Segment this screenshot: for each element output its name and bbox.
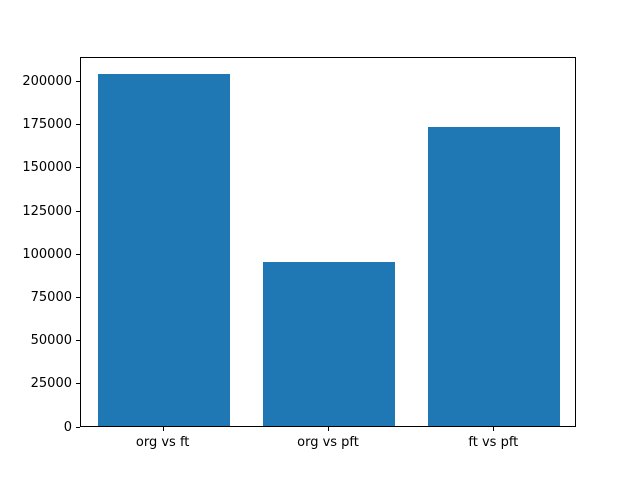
y-tick-label: 175000 — [22, 117, 72, 133]
x-tick-mark — [493, 427, 495, 431]
y-tick-mark — [76, 81, 80, 83]
y-tick-mark — [76, 124, 80, 126]
x-tick-mark — [162, 427, 164, 431]
y-tick-label: 75000 — [30, 289, 72, 305]
y-tick-mark — [76, 383, 80, 385]
y-tick-mark — [76, 426, 80, 428]
bar-org-vs-ft — [97, 73, 230, 426]
y-tick-mark — [76, 167, 80, 169]
y-tick-label: 50000 — [30, 333, 72, 349]
y-tick-label: 0 — [63, 419, 72, 435]
bar-ft-vs-pft — [428, 127, 561, 426]
x-tick-label: ft vs pft — [468, 435, 519, 450]
x-tick-label: org vs pft — [297, 435, 359, 450]
y-tick-label: 100000 — [22, 246, 72, 262]
y-tick-mark — [76, 253, 80, 255]
y-tick-label: 200000 — [22, 74, 72, 90]
plot-area — [80, 57, 576, 427]
y-tick-label: 25000 — [30, 376, 72, 392]
y-tick-mark — [76, 340, 80, 342]
y-tick-label: 125000 — [22, 203, 72, 219]
y-tick-label: 150000 — [22, 160, 72, 176]
y-tick-mark — [76, 210, 80, 212]
x-tick-label: org vs ft — [135, 435, 190, 450]
bar-org-vs-pft — [262, 261, 396, 426]
y-tick-mark — [76, 296, 80, 298]
x-tick-mark — [328, 427, 329, 431]
